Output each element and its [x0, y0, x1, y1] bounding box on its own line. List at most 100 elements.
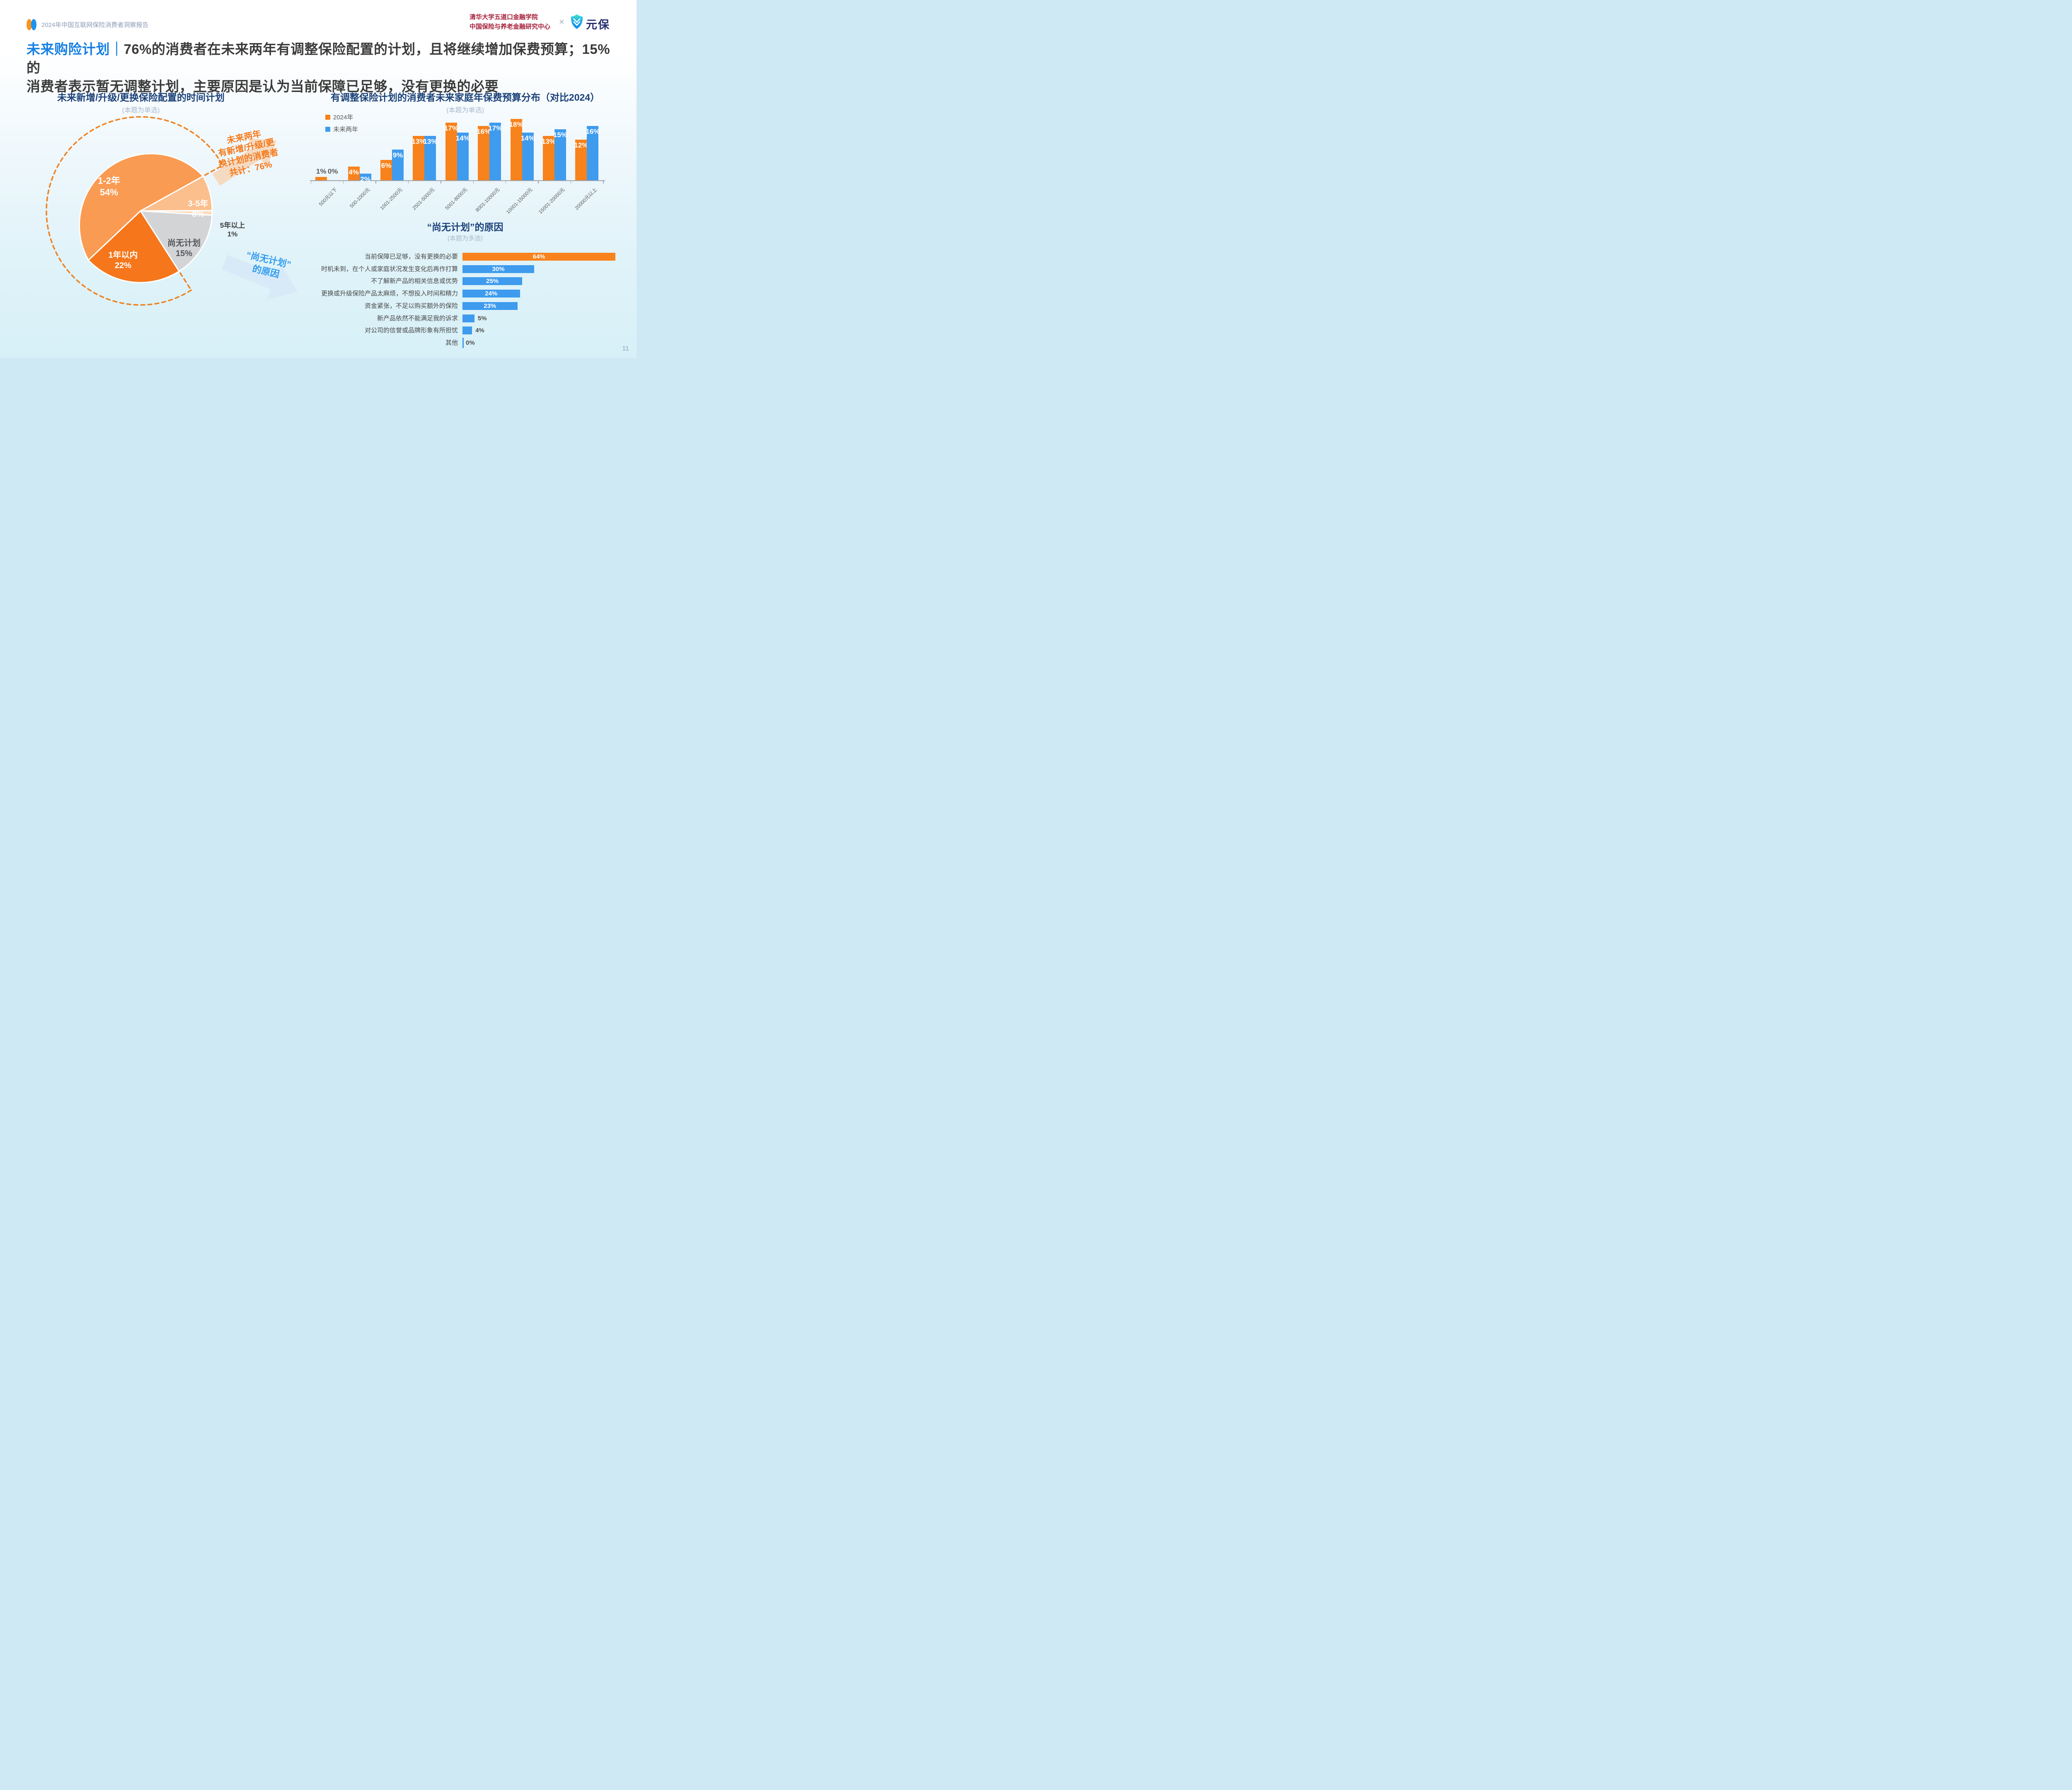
institution-names: 清华大学五道口金融学院 中国保险与养老金融研究中心 [470, 13, 550, 31]
pie-chart [79, 153, 213, 283]
column-bar-value: 14% [520, 134, 535, 143]
pie-slice-label-value: 1% [227, 230, 238, 238]
budget-chart-subtitle: (本题为单选) [446, 107, 484, 114]
pie-slice-label: 1年以内 22% [108, 250, 138, 271]
reason-label: 资金紧张，不足以购买额外的保险 [364, 302, 458, 310]
column-bar-value: 13% [411, 138, 426, 146]
report-title: 2024年中国互联网保险消费者洞察报告 [41, 22, 149, 29]
column-bar-value: 17% [444, 124, 458, 132]
column-bar [424, 136, 436, 180]
pie-slice-label-value: 15% [175, 249, 193, 258]
column-bar [522, 133, 534, 180]
pie-slice-label-value: 8% [192, 210, 204, 219]
pie-slice-label-name: 1-2年 [98, 175, 120, 186]
column-bar [348, 167, 360, 180]
pie-slice-label-name: 3-5年 [188, 199, 208, 208]
column-bar [359, 173, 371, 180]
column-bar-value: 17% [488, 124, 503, 132]
reasons-chart-title: “尚无计划”的原因 [427, 222, 503, 232]
slide: 2024年中国互联网保险消费者洞察报告 清华大学五道口金融学院 中国保险与养老金… [0, 0, 637, 358]
legend-label: 未来两年 [333, 126, 358, 133]
column-bar [587, 126, 599, 180]
column-bar [380, 160, 392, 180]
column-bar-value: 18% [509, 121, 523, 129]
reason-bar-value: 0% [466, 339, 475, 346]
x-axis-tick [375, 181, 376, 184]
reason-label: 时机未到，在个人或家庭状况发生变化后再作打算 [321, 265, 458, 273]
column-bar-value: 14% [455, 134, 470, 143]
column-bar-value: 16% [586, 127, 600, 135]
pie-chart-subtitle: (本题为单选) [122, 107, 160, 114]
x-axis-tick [538, 181, 539, 184]
pie-slice-label-value: 22% [114, 261, 132, 270]
page-title-line2: 消费者表示暂无调整计划，主要原因是认为当前保障已足够，没有更换的必要 [27, 79, 499, 94]
arrow-down-right-icon [221, 254, 298, 300]
reason-bar [462, 265, 535, 273]
page-number: 11 [622, 345, 629, 352]
column-bar-value: 0% [327, 167, 338, 175]
column-bar [445, 122, 457, 180]
pie-slice-label: 尚无计划 15% [167, 238, 201, 259]
reason-label: 更换或升级保险产品太麻烦，不想投入时间和精力 [321, 290, 458, 298]
column-bar [413, 136, 425, 180]
column-bar-value: 13% [541, 138, 556, 146]
reason-bar-zero-tick [462, 337, 464, 348]
column-bar [543, 136, 554, 180]
x-axis-tick [310, 181, 311, 184]
column-bar [457, 133, 469, 180]
institution-line2: 中国保险与养老金融研究中心 [470, 23, 551, 30]
legend-swatch [325, 127, 330, 132]
reason-label: 当前保障已足够，没有更换的必要 [364, 253, 458, 260]
x-axis-tick [473, 181, 474, 184]
budget-chart: 1% 0% 500元以下 4% 2% 500-1000元 6% 9% 1001-2500元 13%… [310, 104, 606, 215]
pie-slice-1-2y [79, 153, 204, 261]
reason-bar [462, 302, 518, 310]
page-title: 未来购险计划｜76%的消费者在未来两年有调整保险配置的计划，且将继续增加保费预算… [27, 40, 623, 96]
reasons-chart-subtitle: (本题为多选) [448, 235, 483, 242]
legend-label: 2024年 [333, 114, 353, 121]
reason-bar-value: 4% [475, 327, 484, 334]
column-bar-value: 13% [423, 138, 438, 146]
reason-label: 不了解新产品的相关信息或优势 [370, 278, 458, 285]
page-title-highlight: 未来购险计划 [27, 41, 110, 57]
pie-slice-label: 1-2年 54% [98, 175, 120, 198]
brand-dot-orange-icon [27, 19, 32, 30]
column-bar-value: 6% [381, 161, 392, 169]
reason-bar [462, 327, 472, 335]
reason-bar-value: 64% [533, 253, 545, 260]
reasons-chart: 当前保障已足够，没有更换的必要 64% 时机未到，在个人或家庭状况发生变化后再作打算… [307, 253, 629, 354]
column-bar [510, 119, 522, 180]
column-bar [554, 129, 566, 180]
column-bar [478, 126, 490, 180]
x-axis-line [310, 180, 605, 181]
pie-slice-within1y [87, 210, 180, 283]
column-bar [575, 139, 587, 180]
page-title-separator: ｜ [110, 41, 124, 57]
reason-label: 对公司的信誉或品牌形象有所担忧 [364, 327, 458, 334]
reason-bar [462, 253, 616, 261]
logo-text: 元保 [586, 19, 610, 31]
reason-label: 其他 [445, 339, 458, 346]
pie-slice-label-name: 1年以内 [108, 250, 138, 260]
legend-swatch [325, 115, 330, 120]
reason-bar-value: 30% [492, 265, 505, 273]
pie-slice-label: 5年以上 1% [220, 221, 245, 239]
reason-bar-value: 5% [477, 314, 487, 322]
column-bar-value: 16% [477, 127, 491, 135]
reason-bar [462, 290, 520, 298]
column-bar-value: 1% [316, 167, 327, 175]
pie-slice-label-value: 54% [99, 187, 119, 197]
pie-dashed-arc [46, 116, 224, 306]
pie-slice-noplan [140, 210, 213, 272]
x-axis-tick [408, 181, 409, 184]
column-bar-value: 4% [349, 168, 359, 177]
column-bar-value: 15% [553, 131, 568, 139]
pie-slice-label-name: 尚无计划 [167, 238, 201, 248]
page-title-line1: 76%的消费者在未来两年有调整保险配置的计划，且将继续增加保费预算；15%的 [27, 41, 610, 75]
reason-bar-value: 24% [485, 290, 498, 298]
column-bar [392, 150, 404, 180]
arrow-up-right-icon [212, 138, 277, 186]
column-bar-value: 9% [392, 151, 403, 160]
x-axis-tick [343, 181, 344, 184]
reason-bar [462, 314, 474, 322]
